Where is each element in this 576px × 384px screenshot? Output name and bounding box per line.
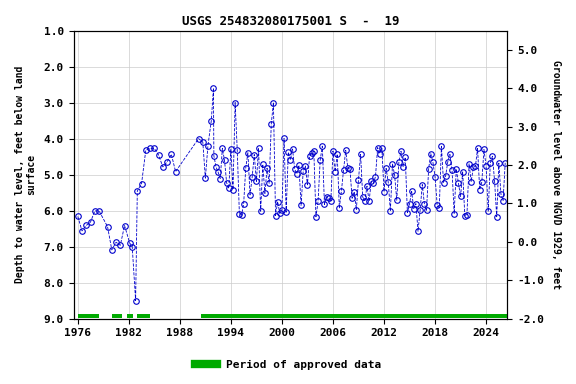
Bar	[112, 313, 122, 318]
Bar	[137, 313, 150, 318]
Bar	[78, 313, 99, 318]
Bar	[127, 313, 133, 318]
Y-axis label: Groundwater level above NGVD 1929, feet: Groundwater level above NGVD 1929, feet	[551, 60, 561, 289]
Bar	[201, 313, 507, 318]
Title: USGS 254832080175001 S  -  19: USGS 254832080175001 S - 19	[181, 15, 399, 28]
Y-axis label: Depth to water level, feet below land
surface: Depth to water level, feet below land su…	[15, 66, 37, 283]
Legend: Period of approved data: Period of approved data	[191, 356, 385, 375]
